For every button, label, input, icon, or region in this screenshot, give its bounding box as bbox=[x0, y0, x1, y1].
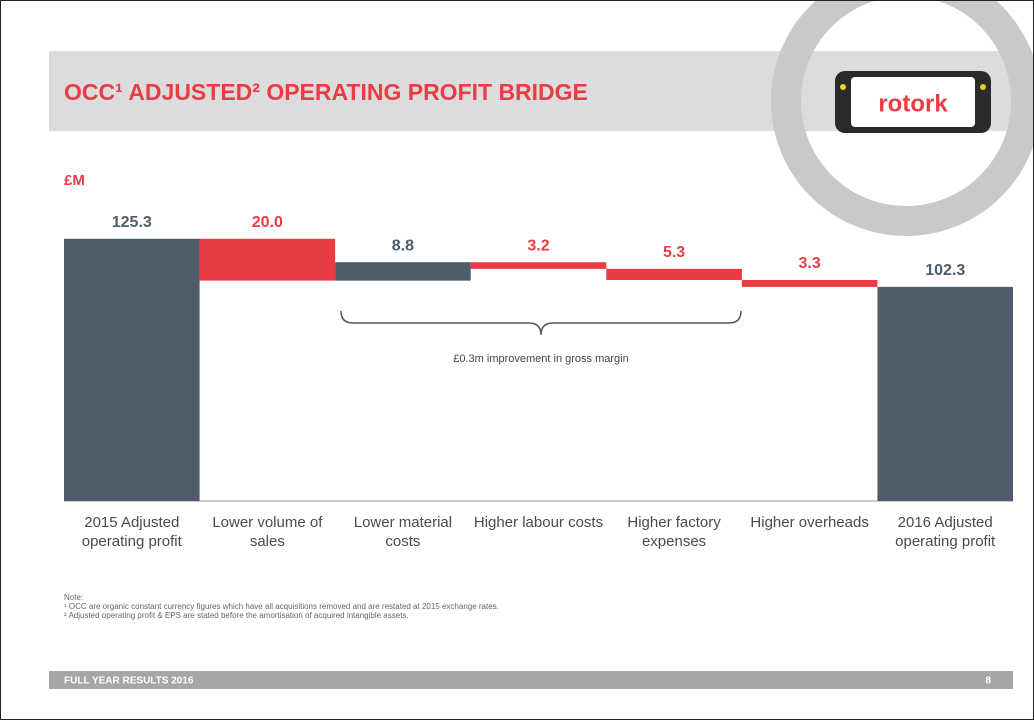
note: Note: bbox=[64, 593, 84, 602]
logo-panel bbox=[851, 77, 975, 127]
y-axis-label: £M bbox=[64, 172, 85, 189]
footer-text: FULL YEAR RESULTS 2016 bbox=[64, 676, 194, 687]
annotation: £0.3m improvement in gross margin bbox=[453, 353, 628, 365]
x-tick-label: Higher overheads bbox=[750, 514, 869, 531]
bar bbox=[470, 262, 607, 269]
bar bbox=[335, 262, 471, 281]
page-number: 8 bbox=[985, 676, 991, 687]
value-label: 3.3 bbox=[799, 255, 821, 272]
x-tick-label: Lower material costs bbox=[353, 514, 453, 550]
bar bbox=[606, 268, 742, 280]
bar bbox=[877, 286, 1013, 501]
value-label: 5.3 bbox=[663, 244, 685, 261]
logo-light bbox=[840, 84, 846, 90]
footer-band bbox=[49, 671, 1013, 689]
bar bbox=[741, 279, 878, 287]
logo-deco bbox=[771, 1, 1033, 236]
bar bbox=[199, 238, 336, 281]
x-tick-label: Lower volume of sales bbox=[212, 514, 323, 550]
logo-text: rotork bbox=[878, 90, 948, 117]
value-label: 8.8 bbox=[392, 237, 414, 254]
x-tick-label: Higher labour costs bbox=[473, 514, 604, 531]
value-label: 20.0 bbox=[252, 214, 283, 231]
x-tick-label: 2016 Adjusted operating profit bbox=[895, 514, 996, 550]
note: ² Adjusted operating profit & EPS are st… bbox=[64, 611, 409, 620]
x-tick-label: Higher factory expenses bbox=[627, 514, 721, 550]
brace bbox=[340, 310, 742, 336]
note: ¹ OCC are organic constant currency figu… bbox=[64, 602, 499, 611]
bar bbox=[64, 238, 200, 501]
chart-title: OCC¹ ADJUSTED² OPERATING PROFIT BRIDGE bbox=[64, 79, 588, 105]
logo-light bbox=[980, 84, 986, 90]
value-label: 102.3 bbox=[925, 262, 965, 279]
x-tick-label: 2015 Adjusted operating profit bbox=[81, 514, 182, 550]
value-label: 3.2 bbox=[527, 237, 549, 254]
value-label: 125.3 bbox=[112, 214, 152, 231]
